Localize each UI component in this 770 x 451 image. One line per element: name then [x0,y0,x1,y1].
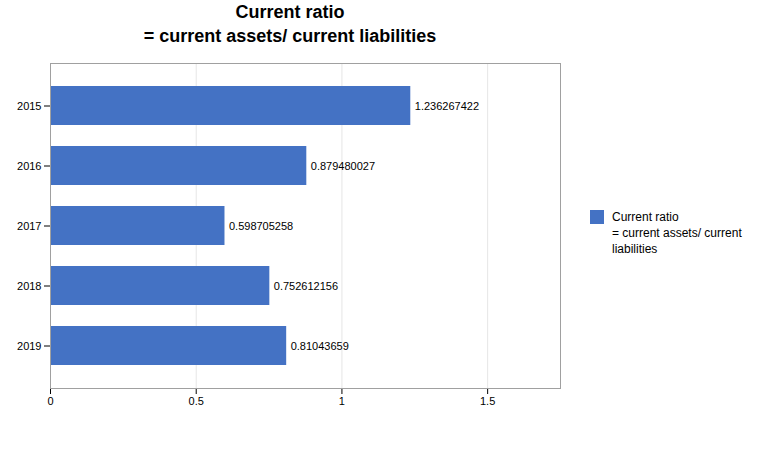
html-text:Current ratio = current assets: Current ratio = current assets/ current … [612,210,742,256]
svg-text:0.879480027: 0.879480027 [311,160,375,172]
svg-text:1: 1 [339,395,345,407]
svg-text:2018: 2018 [17,280,41,292]
html-text:= current assets/ current liab: = current assets/ current liabilities [143,26,437,46]
svg-text:2015: 2015 [17,100,41,112]
svg-text:2017: 2017 [17,220,41,232]
svg-text:2019: 2019 [17,340,41,352]
html-text:Current ratio: Current ratio [235,2,345,22]
svg-text:0.752612156: 0.752612156 [274,280,338,292]
svg-text:0.5: 0.5 [189,395,204,407]
svg-text:0: 0 [47,395,53,407]
svg-text:0.81043659: 0.81043659 [291,340,349,352]
svg-text:0.598705258: 0.598705258 [229,220,293,232]
svg-text:1.236267422: 1.236267422 [415,100,479,112]
svg-text:1.5: 1.5 [480,395,495,407]
svg-text:2016: 2016 [17,160,41,172]
